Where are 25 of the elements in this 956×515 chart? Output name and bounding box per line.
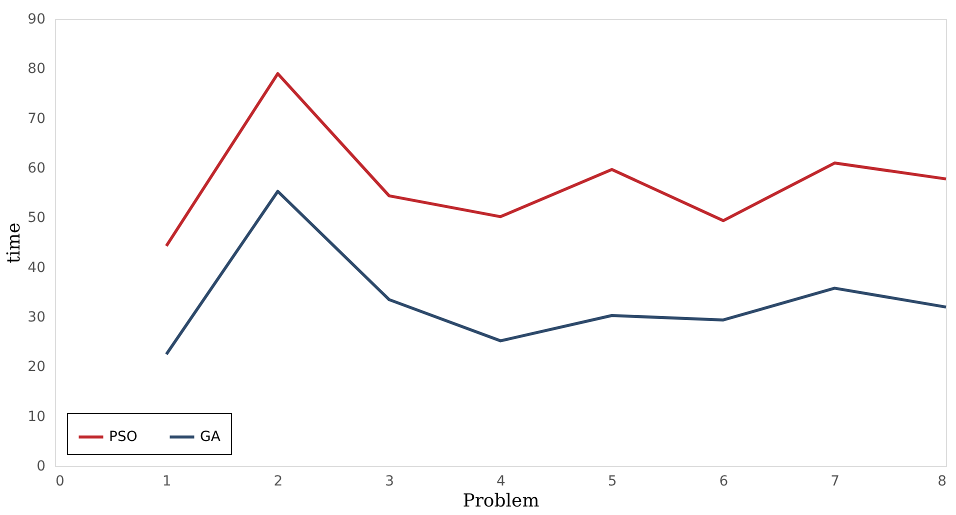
x-axis-title: Problem: [462, 490, 540, 512]
x-tick-label: 2: [274, 474, 283, 490]
y-tick-label: 40: [28, 260, 46, 276]
y-tick-label: 30: [28, 310, 46, 326]
x-tick-label: 3: [385, 474, 394, 490]
y-tick-label: 0: [36, 458, 46, 474]
line-series: [164, 190, 948, 356]
y-axis-title: time: [4, 222, 25, 264]
y-tick-label: 90: [28, 12, 46, 28]
x-tick-label: 7: [830, 474, 840, 490]
y-tick-label: 20: [28, 359, 46, 376]
x-tick-label: 4: [496, 474, 506, 490]
y-tick-label: 70: [28, 110, 46, 127]
legend-label: GA: [200, 429, 221, 445]
x-tick-label: 5: [608, 474, 617, 490]
legend-label: PSO: [109, 429, 138, 445]
x-tick-label: 1: [162, 474, 172, 490]
y-tick-label: 80: [28, 61, 46, 78]
y-tick-label: 60: [28, 160, 46, 176]
line-series: [164, 72, 948, 248]
x-tick-label: 0: [56, 474, 64, 490]
x-tick-label: 8: [938, 474, 946, 490]
y-tick-label: 50: [28, 210, 46, 226]
y-tick-label: 10: [28, 408, 46, 425]
x-tick-label: 6: [719, 474, 728, 490]
